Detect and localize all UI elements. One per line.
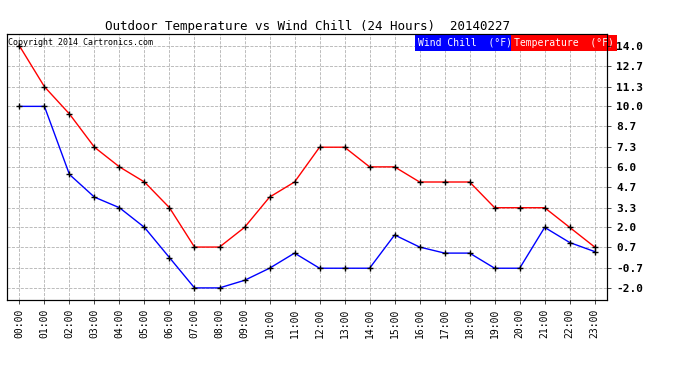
Text: Copyright 2014 Cartronics.com: Copyright 2014 Cartronics.com xyxy=(8,38,153,47)
Text: Temperature  (°F): Temperature (°F) xyxy=(514,38,614,48)
Text: Wind Chill  (°F): Wind Chill (°F) xyxy=(418,38,512,48)
Title: Outdoor Temperature vs Wind Chill (24 Hours)  20140227: Outdoor Temperature vs Wind Chill (24 Ho… xyxy=(105,20,509,33)
